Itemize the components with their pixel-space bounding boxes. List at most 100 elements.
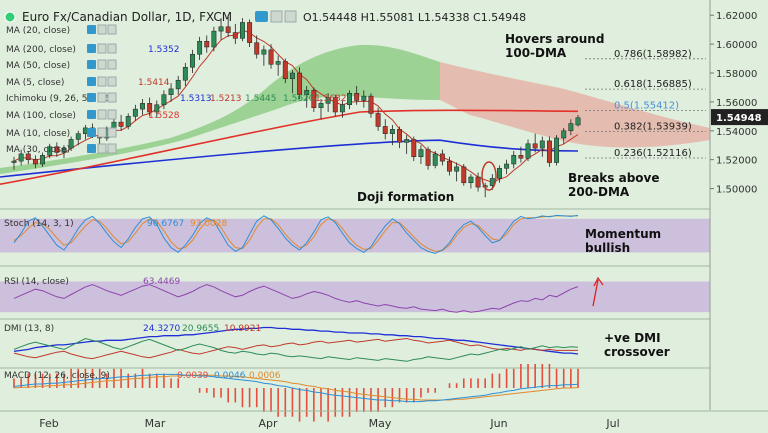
legend-value: 1.5414 — [138, 78, 170, 88]
candle-body — [68, 139, 74, 149]
dmi-adx-value: 10.9921 — [224, 324, 261, 334]
fibonacci-levels: 0.786(1.58982) 0.618(1.56885) 0.5(1.55412)… — [585, 49, 706, 159]
candle-body — [375, 113, 381, 127]
candle-body — [140, 103, 145, 110]
candle-body — [425, 149, 431, 166]
candle-body — [532, 143, 538, 149]
candle-body — [32, 159, 38, 165]
candle-body — [197, 40, 203, 55]
legend-label: Ichimoku (9, 26, 52, 26) — [6, 94, 114, 104]
candle — [404, 135, 410, 154]
legend-close-icon — [107, 24, 117, 35]
header: Euro Fx/Canadian Dollar, 1D, FXCM O1.544… — [4, 10, 526, 24]
candle — [454, 162, 460, 182]
candle — [332, 94, 338, 117]
candle-body — [497, 168, 502, 179]
candle — [461, 164, 467, 186]
legend-gear-icon — [97, 143, 107, 154]
candle-body — [204, 40, 210, 48]
candle-body — [325, 97, 331, 104]
candle-body — [411, 139, 417, 158]
candle — [268, 44, 274, 69]
price-tick-label: 1.54000 — [716, 127, 757, 138]
candle — [568, 119, 574, 136]
candle — [197, 36, 203, 60]
candle — [304, 86, 310, 108]
annotation-doji: Doji formation — [357, 190, 454, 204]
candle-body — [218, 26, 224, 32]
legend-value: 1.5528 — [148, 111, 180, 121]
candle-body — [475, 176, 481, 188]
annotation-breaks-2: 200-DMA — [568, 185, 630, 199]
legend-value: 1.5313 — [180, 94, 212, 104]
candle-body — [554, 137, 560, 163]
candle — [18, 149, 24, 166]
candle — [532, 133, 538, 153]
candle-body — [168, 88, 174, 95]
candle — [382, 119, 388, 140]
candle — [140, 99, 145, 115]
candle-body — [11, 160, 17, 163]
candle — [40, 152, 46, 167]
candle — [311, 87, 317, 112]
candle — [511, 151, 517, 169]
legend-gear-icon — [97, 127, 107, 138]
legend-value: 1.5445 — [245, 94, 277, 104]
legend-gear-icon — [97, 24, 107, 35]
candle-body — [418, 149, 424, 158]
candle-body — [154, 104, 160, 113]
annotation-dmi-1: +ve DMI — [604, 331, 661, 345]
close-x-icon[interactable] — [284, 10, 297, 23]
candle-body — [190, 53, 195, 68]
candle — [211, 26, 217, 52]
annotation-momentum-1: Momentum — [585, 227, 661, 241]
candle — [132, 104, 138, 121]
symbol-title[interactable]: Euro Fx/Canadian Dollar, 1D, FXCM — [22, 10, 232, 24]
candle-body — [361, 95, 367, 101]
legend-close-icon — [107, 43, 117, 54]
visibility-eye-icon[interactable] — [255, 11, 268, 22]
candle — [575, 114, 581, 127]
rsi-line — [13, 284, 579, 313]
candle-body — [18, 153, 24, 162]
dmi-minus-value: 20.9655 — [182, 324, 219, 334]
candle — [218, 18, 224, 40]
candle — [118, 114, 124, 131]
fib-level-label: 0.618(1.56885) — [614, 79, 692, 90]
legend-label: MA (200, close) — [6, 45, 76, 55]
candle — [361, 90, 367, 108]
legend-eye-icon — [87, 60, 96, 69]
candle — [325, 93, 331, 112]
candle-body — [175, 79, 181, 90]
candle-body — [347, 92, 352, 106]
macd-value: 0.0046 — [214, 371, 246, 381]
dmi-plus-line — [13, 337, 579, 362]
candle-body — [289, 72, 295, 80]
candle-body — [468, 176, 474, 184]
candle — [289, 70, 295, 94]
candle-body — [389, 129, 395, 134]
current-price-label: 1.54948 — [716, 113, 762, 124]
candle-body — [489, 178, 495, 186]
candle — [554, 135, 560, 166]
candle-body — [525, 143, 531, 159]
candle — [275, 55, 281, 76]
price-tick-label: 1.58000 — [716, 69, 757, 80]
settings-gear-icon[interactable] — [270, 10, 283, 23]
cloud-bullish-area — [0, 44, 440, 175]
price-tick-label: 1.56000 — [716, 98, 757, 109]
rsi-value: 63.4469 — [143, 277, 180, 287]
legend-eye-icon — [87, 25, 96, 34]
candle — [339, 100, 345, 118]
dmi-plus-value: 24.3270 — [143, 324, 180, 334]
legend-eye-icon — [87, 77, 96, 86]
fib-level-label: 0.382(1.53939) — [614, 122, 692, 133]
legend-eye-icon — [87, 44, 96, 53]
candle-body — [504, 163, 510, 169]
candle-body — [254, 42, 260, 55]
candle-body — [539, 140, 545, 149]
macd-hist-value: 0.0039 — [177, 371, 209, 381]
candle — [439, 149, 445, 166]
candle — [497, 165, 502, 183]
candle — [546, 136, 552, 167]
